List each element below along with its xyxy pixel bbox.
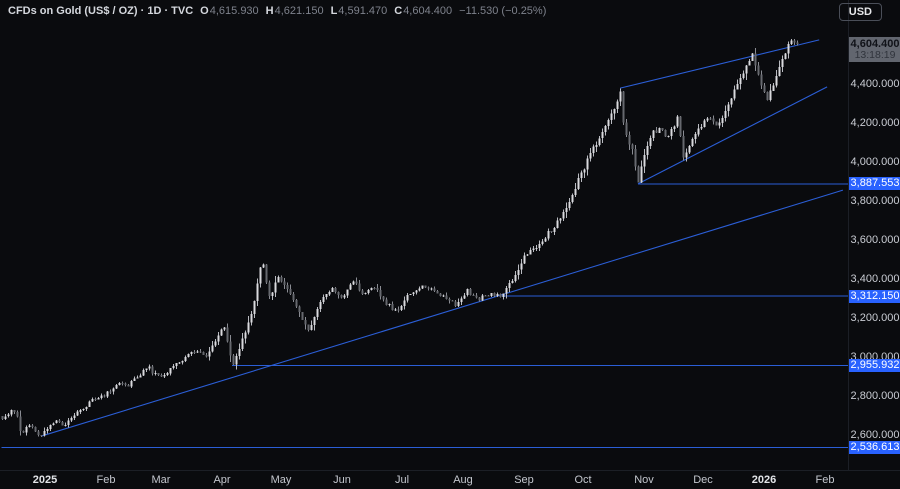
ohlc-readout: O4,615.930 H4,621.150 L4,591.470 C4,604.400 [193, 5, 452, 17]
ohlc-label: C [394, 5, 403, 17]
ohlc-label: H [265, 5, 274, 17]
time-axis[interactable]: 2025 Feb Mar Apr May Jun Jul Aug Sep Oct Nov Dec 202… [0, 470, 900, 489]
time-tick-label: Sep [514, 474, 534, 486]
price-tick-label: 4,000.000 [850, 156, 900, 168]
time-tick-label: Feb [96, 474, 116, 486]
time-tick-label: May [270, 474, 292, 486]
price-level-label: 3,312.150 [849, 289, 900, 303]
price-tick-label: 2,800.000 [850, 390, 900, 402]
time-tick-label: 2025 [32, 474, 58, 486]
ohlc-label: L [330, 5, 338, 17]
time-tick-label: Oct [574, 474, 592, 486]
price-tick-label: 3,200.000 [850, 312, 900, 324]
time-tick-label: Nov [634, 474, 654, 486]
price-tick-label: 3,800.000 [850, 195, 900, 207]
ohlc-label: O [200, 5, 209, 17]
current-price-label: 4,604.400 13:18:19 [849, 37, 900, 62]
price-axis[interactable]: 4,604.400 13:18:19 4,400.000 4,200.000 4,0… [848, 0, 900, 470]
price-tick-label: 3,400.000 [850, 273, 900, 285]
price-level-label: 2,536.613 [849, 440, 900, 454]
change-readout: −11.530 (−0.25%) [459, 5, 547, 17]
price-tick-label: 4,400.000 [850, 78, 900, 90]
ohlc-value: 4,604.400 [403, 5, 453, 17]
chart-legend: CFDs on Gold (US$ / OZ) · 1D · TVC O4,615… [8, 5, 546, 17]
price-level-label: 3,887.553 [849, 177, 900, 191]
symbol-title[interactable]: CFDs on Gold (US$ / OZ) · 1D · TVC [8, 5, 194, 17]
currency-toggle-button[interactable]: USD [838, 3, 882, 21]
time-tick-label: Dec [693, 474, 713, 486]
price-tick-label: 3,600.000 [850, 234, 900, 246]
ohlc-value: 4,615.930 [209, 5, 259, 17]
ohlc-value: 4,621.150 [274, 5, 324, 17]
price-chart-canvas[interactable] [0, 0, 848, 470]
price-tick-label: 4,200.000 [850, 117, 900, 129]
time-tick-label: Apr [213, 474, 231, 486]
time-tick-label: Feb [815, 474, 835, 486]
time-tick-label: Aug [453, 474, 473, 486]
time-tick-label: Mar [151, 474, 171, 486]
ohlc-value: 4,591.470 [338, 5, 388, 17]
price-tick-label: 2,600.000 [850, 429, 900, 441]
time-tick-label: Jun [333, 474, 351, 486]
current-price-value: 4,604.400 [850, 38, 900, 50]
time-tick-label: Jul [394, 474, 410, 486]
bar-countdown: 13:18:19 [854, 49, 896, 61]
time-tick-label: 2026 [751, 474, 777, 486]
price-level-label: 2,955.932 [849, 359, 900, 373]
